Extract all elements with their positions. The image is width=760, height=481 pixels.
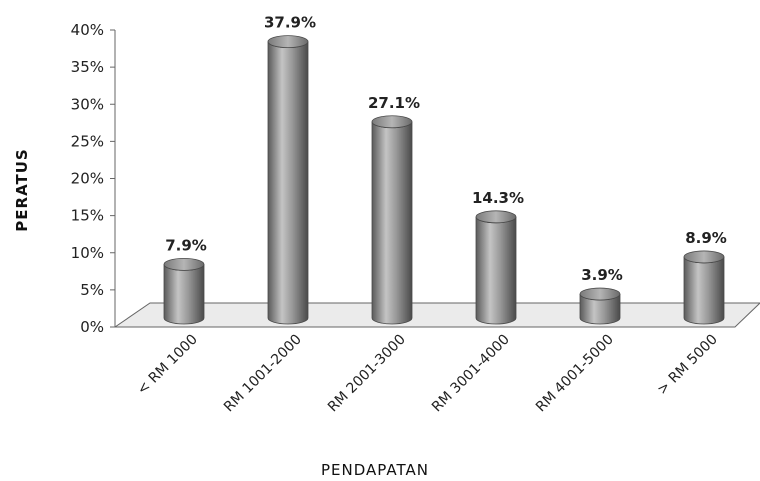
bar-body (371, 121, 413, 325)
data-labels: 7.9% 37.9% 27.1% 14.3% 3.9% 8.9% (165, 14, 727, 284)
y-tick-label: 20% (71, 170, 104, 188)
y-tick-label: 40% (71, 21, 104, 39)
y-axis-title: PERATUS (13, 148, 31, 231)
data-label: 27.1% (368, 94, 420, 112)
bar-body (267, 41, 309, 325)
bar (683, 250, 725, 325)
data-label: 7.9% (165, 236, 207, 254)
bar-cap (163, 257, 205, 271)
x-axis-title: PENDAPATAN (321, 461, 429, 479)
bar-cap (683, 250, 725, 264)
data-label: 37.9% (264, 14, 316, 32)
bar-cap (475, 210, 517, 224)
x-axis-categories: < RM 1000 RM 1001-2000 RM 2001-3000 RM 3001… (134, 332, 721, 416)
bar (267, 35, 309, 325)
y-axis-ticks: 0% 5% 10% 15% 20% 25% 30% 35% 40% (71, 21, 115, 336)
data-label: 3.9% (581, 266, 623, 284)
bar (371, 115, 413, 325)
y-tick-label: 25% (71, 132, 104, 150)
bars (163, 35, 725, 325)
bar-cap (267, 35, 309, 48)
bar-body (475, 216, 517, 325)
y-tick-label: 10% (71, 244, 104, 262)
x-tick-label: < RM 1000 (134, 332, 201, 399)
y-tick-label: 30% (71, 95, 104, 113)
floor-plane (113, 302, 760, 328)
y-tick-label: 0% (80, 318, 104, 336)
x-tick-label: RM 4001-5000 (533, 332, 617, 416)
bar-cap (371, 115, 413, 129)
bar (475, 210, 517, 325)
bar-body (163, 264, 205, 325)
x-tick-label: RM 3001-4000 (429, 332, 513, 416)
x-tick-label: > RM 5000 (654, 332, 721, 399)
x-tick-label: RM 1001-2000 (221, 332, 305, 416)
bar (579, 287, 621, 325)
chart-floor (113, 30, 760, 328)
bar-body (683, 256, 725, 325)
y-tick-label: 35% (71, 58, 104, 76)
data-label: 14.3% (472, 189, 524, 207)
bar-cap (579, 287, 621, 301)
y-tick-label: 5% (80, 281, 104, 299)
y-tick-label: 15% (71, 207, 104, 225)
x-tick-label: RM 2001-3000 (325, 332, 409, 416)
data-label: 8.9% (685, 229, 727, 247)
bar (163, 257, 205, 325)
